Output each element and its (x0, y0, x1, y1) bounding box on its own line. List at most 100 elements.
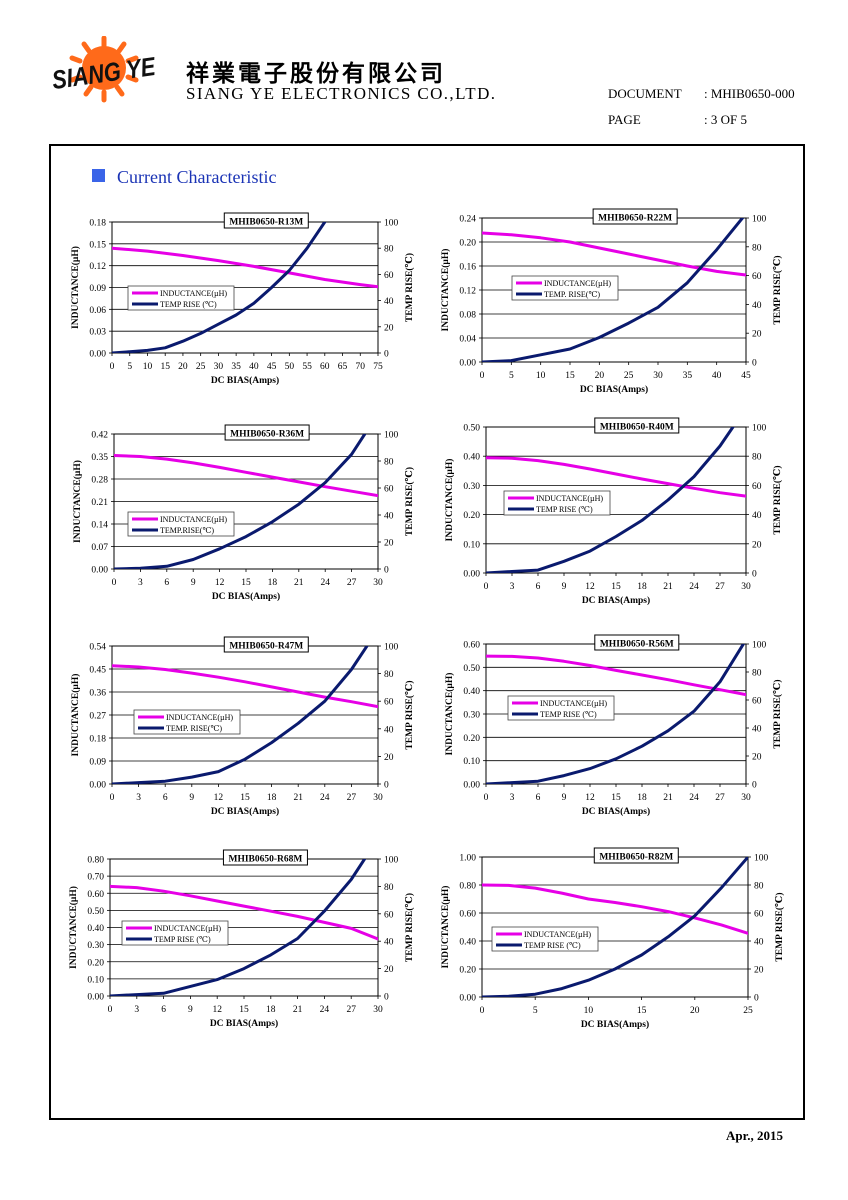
y-tick-label: 0.36 (89, 689, 106, 699)
x-tick-label: 50 (285, 362, 295, 372)
x-tick-label: 3 (510, 582, 515, 592)
x-tick-label: 30 (373, 578, 383, 588)
x-tick-label: 15 (240, 793, 250, 803)
document-value: : MHIB0650-000 (704, 86, 795, 101)
x-axis-label: DC BIAS(Amps) (211, 806, 279, 817)
y-tick-label: 0.00 (87, 993, 104, 1003)
legend-label-temp: TEMP RISE (℃) (540, 710, 597, 719)
x-tick-label: 21 (294, 578, 304, 588)
chart-6: 0.000.100.200.300.400.500.60020406080100… (444, 634, 783, 817)
y2-tick-label: 60 (384, 910, 394, 920)
x-tick-label: 18 (637, 793, 647, 803)
y-tick-label: 0.80 (459, 882, 476, 892)
chart-title-box (593, 847, 679, 864)
company-logo: SIANG YE (50, 36, 158, 103)
square-bullet-icon (92, 169, 105, 182)
temp-rise-line (486, 644, 746, 784)
chart-title: MHIB0650-R82M (599, 853, 673, 863)
chart-1: 0.000.030.060.090.120.150.18020406080100… (70, 212, 415, 386)
temp-rise-line (110, 859, 367, 996)
x-tick-label: 15 (565, 371, 575, 381)
x-tick-label: 5 (509, 371, 514, 381)
y-tick-label: 0.06 (89, 306, 106, 316)
temp-rise-line (112, 222, 327, 353)
x-tick-label: 0 (484, 793, 489, 803)
company-name-english: SIANG YE ELECTRONICS CO.,LTD. (186, 84, 497, 103)
y-tick-label: 0.08 (459, 311, 476, 321)
y-tick-label: 0.09 (89, 284, 106, 294)
x-tick-label: 0 (484, 582, 489, 592)
y2-tick-label: 0 (384, 350, 389, 360)
x-tick-label: 30 (741, 582, 751, 592)
legend-label-inductance: INDUCTANCE(µH) (160, 289, 227, 298)
x-tick-label: 15 (239, 1005, 249, 1015)
inductance-line (112, 246, 378, 289)
y2-tick-label: 20 (752, 330, 762, 340)
y-tick-label: 0.54 (89, 643, 106, 653)
y-tick-label: 0.20 (459, 239, 476, 249)
x-tick-label: 24 (320, 578, 330, 588)
logo-sun-disc (82, 46, 126, 90)
y-tick-label: 0.24 (459, 215, 476, 225)
legend-box (127, 511, 235, 537)
x-tick-label: 27 (347, 793, 357, 803)
y-tick-label: 1.00 (459, 854, 476, 864)
y-tick-label: 0.00 (463, 570, 480, 580)
legend-box (491, 926, 599, 952)
legend-box (133, 709, 241, 735)
temp-rise-line (114, 434, 367, 569)
y-tick-label: 0.70 (87, 873, 104, 883)
chart-3: 0.000.070.140.210.280.350.42020406080100… (72, 424, 415, 602)
y2-tick-label: 0 (752, 781, 757, 791)
x-tick-label: 3 (134, 1005, 139, 1015)
legend-label-inductance: INDUCTANCE(µH) (540, 699, 607, 708)
x-tick-label: 9 (191, 578, 196, 588)
y2-tick-label: 20 (754, 966, 764, 976)
y2-axis-label: TEMP RISE(℃) (772, 465, 783, 534)
chart-title-box (224, 424, 310, 441)
y2-tick-label: 100 (384, 219, 399, 229)
chart-title-box (223, 212, 309, 229)
legend-label-inductance: INDUCTANCE(µH) (154, 924, 221, 933)
y-tick-label: 0.00 (91, 566, 108, 576)
y2-axis-label: TEMP RISE(℃) (404, 253, 415, 322)
y-tick-label: 0.12 (89, 262, 106, 272)
x-tick-label: 0 (480, 371, 485, 381)
chart-title: MHIB0650-R40M (600, 423, 674, 433)
x-tick-label: 21 (293, 1005, 303, 1015)
y-tick-label: 0.50 (463, 424, 480, 434)
temp-rise-line (486, 427, 735, 573)
x-tick-label: 9 (562, 582, 567, 592)
y2-tick-label: 80 (752, 453, 762, 463)
section-heading: Current Characteristic (92, 167, 276, 188)
y2-tick-label: 0 (384, 781, 389, 791)
x-tick-label: 30 (373, 1005, 383, 1015)
y2-tick-label: 20 (752, 753, 762, 763)
x-tick-label: 9 (188, 1005, 193, 1015)
y2-tick-label: 20 (384, 965, 394, 975)
legend-label-inductance: INDUCTANCE(µH) (524, 930, 591, 939)
chart-title-box (592, 208, 678, 225)
x-axis-label: DC BIAS(Amps) (581, 1019, 649, 1030)
y-tick-label: 0.07 (91, 543, 108, 553)
x-tick-label: 15 (160, 362, 170, 372)
y-tick-label: 0.60 (87, 890, 104, 900)
x-tick-label: 45 (741, 371, 751, 381)
inductance-line (482, 231, 746, 277)
x-tick-label: 0 (112, 578, 117, 588)
y2-tick-label: 80 (384, 245, 394, 255)
y2-tick-label: 40 (752, 511, 762, 521)
x-axis-label: DC BIAS(Amps) (582, 595, 650, 606)
y-tick-label: 0.20 (459, 966, 476, 976)
y2-tick-label: 100 (384, 856, 399, 866)
y2-tick-label: 40 (384, 725, 394, 735)
y2-tick-label: 20 (752, 540, 762, 550)
x-tick-label: 25 (624, 371, 634, 381)
x-tick-label: 27 (346, 1005, 356, 1015)
inductance-line (112, 664, 378, 709)
y-tick-label: 0.30 (87, 941, 104, 951)
inductance-line (486, 654, 746, 697)
y-tick-label: 0.10 (463, 757, 480, 767)
y-tick-label: 0.00 (89, 350, 106, 360)
y-tick-label: 0.21 (91, 498, 108, 508)
